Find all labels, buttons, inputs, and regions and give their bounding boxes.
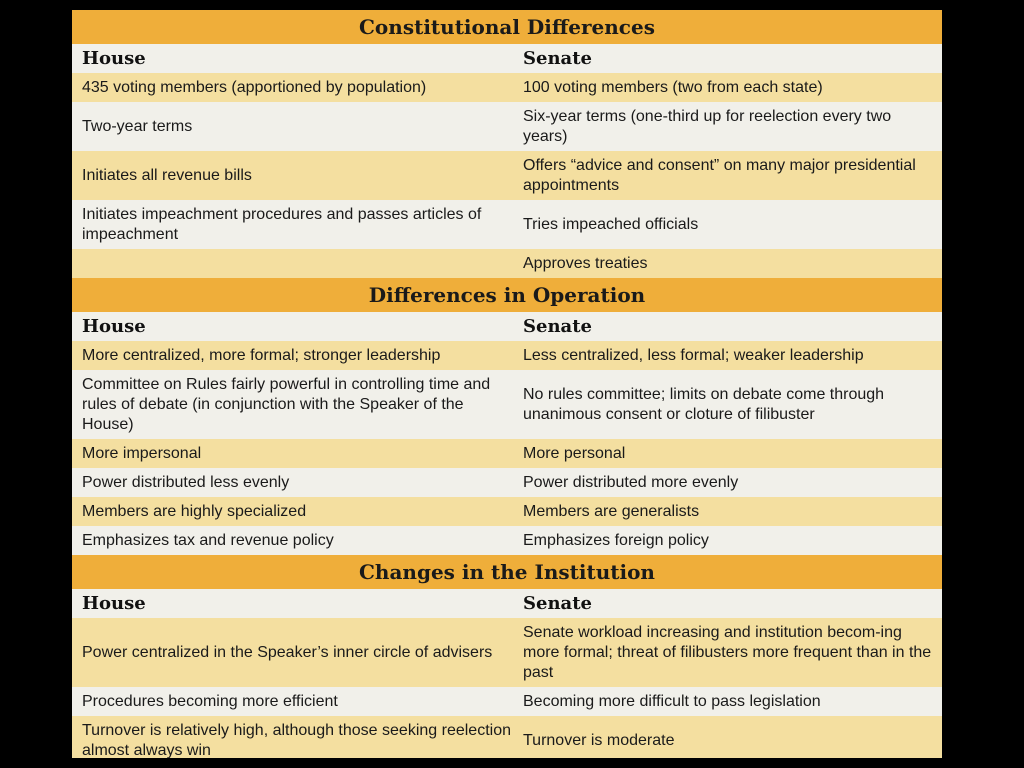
house-cell: Two-year terms (82, 117, 193, 135)
senate-cell: More personal (523, 444, 626, 462)
section-title: Differences in Operation (72, 278, 942, 312)
comparison-table: Constitutional Differences House Senate … (72, 10, 942, 758)
table-row: 435 voting members (apportioned by popul… (72, 73, 942, 102)
section-title: Constitutional Differences (72, 10, 942, 44)
column-header-row: House Senate (72, 312, 942, 341)
house-header: House (82, 48, 146, 69)
table-row: Initiates impeachment procedures and pas… (72, 200, 942, 249)
table-row: Two-year terms Six-year terms (one-third… (72, 102, 942, 151)
senate-cell: Turnover is moderate (523, 731, 675, 749)
table-row: Approves treaties (72, 249, 942, 278)
house-cell: Power centralized in the Speaker’s inner… (82, 643, 493, 661)
table-row: Members are highly specialized Members a… (72, 497, 942, 526)
table-row: Initiates all revenue bills Offers “advi… (72, 151, 942, 200)
senate-header: Senate (523, 316, 592, 337)
senate-cell: Offers “advice and consent” on many majo… (523, 156, 916, 194)
house-cell: Power distributed less evenly (82, 473, 290, 491)
senate-cell: Members are generalists (523, 502, 700, 520)
senate-cell: Emphasizes foreign policy (523, 531, 709, 549)
senate-cell: Less centralized, less formal; weaker le… (523, 346, 864, 364)
senate-header: Senate (523, 593, 592, 614)
senate-header: Senate (523, 48, 592, 69)
senate-cell: No rules committee; limits on debate com… (523, 385, 885, 423)
table-row: Power centralized in the Speaker’s inner… (72, 618, 942, 687)
senate-cell: Becoming more difficult to pass legislat… (523, 692, 821, 710)
table-row: Committee on Rules fairly powerful in co… (72, 370, 942, 439)
house-cell: Initiates impeachment procedures and pas… (82, 205, 482, 243)
house-cell: Members are highly specialized (82, 502, 307, 520)
senate-cell: Approves treaties (523, 254, 648, 272)
column-header-row: House Senate (72, 44, 942, 73)
house-cell: More impersonal (82, 444, 202, 462)
house-cell: Turnover is relatively high, although th… (82, 721, 511, 759)
table-row: Turnover is relatively high, although th… (72, 716, 942, 758)
table-row: Procedures becoming more efficient Becom… (72, 687, 942, 716)
table-row: More centralized, more formal; stronger … (72, 341, 942, 370)
house-header: House (82, 593, 146, 614)
senate-cell: Senate workload increasing and instituti… (523, 623, 932, 681)
house-cell: Initiates all revenue bills (82, 166, 252, 184)
senate-cell: Tries impeached officials (523, 215, 699, 233)
house-cell: Procedures becoming more efficient (82, 692, 338, 710)
house-cell: More centralized, more formal; stronger … (82, 346, 441, 364)
table-row: More impersonal More personal (72, 439, 942, 468)
senate-cell: Power distributed more evenly (523, 473, 739, 491)
house-cell: Emphasizes tax and revenue policy (82, 531, 334, 549)
column-header-row: House Senate (72, 589, 942, 618)
section-title: Changes in the Institution (72, 555, 942, 589)
senate-cell: 100 voting members (two from each state) (523, 78, 823, 96)
house-header: House (82, 316, 146, 337)
house-cell: Committee on Rules fairly powerful in co… (82, 375, 491, 433)
senate-cell: Six-year terms (one-third up for reelect… (523, 107, 892, 145)
table-row: Power distributed less evenly Power dist… (72, 468, 942, 497)
table-row: Emphasizes tax and revenue policy Emphas… (72, 526, 942, 555)
house-cell: 435 voting members (apportioned by popul… (82, 78, 427, 96)
